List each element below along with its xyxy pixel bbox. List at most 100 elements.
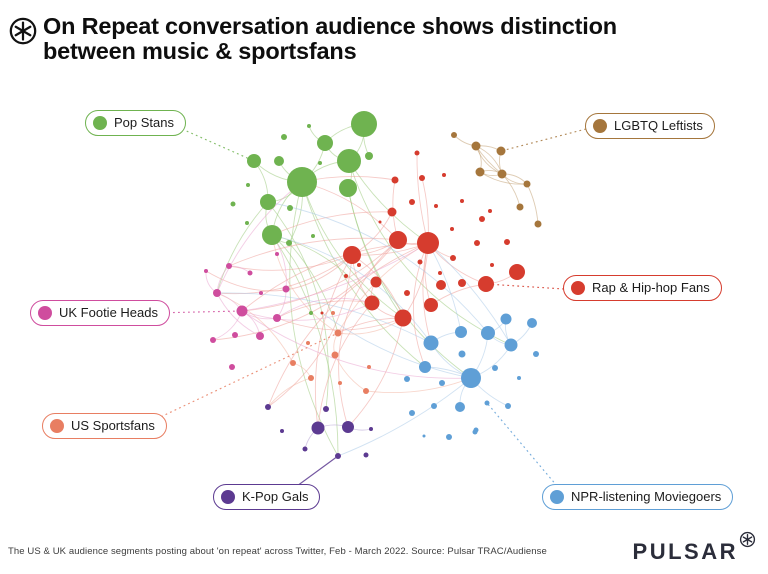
cluster-label-text: US Sportsfans <box>71 418 155 433</box>
network-node-pop <box>307 124 311 128</box>
title-line-2: between music & sportsfans <box>43 38 357 65</box>
network-node-rap <box>357 263 361 267</box>
network-node-rap <box>378 220 382 224</box>
network-node-rap <box>404 290 410 296</box>
network-node-kpop <box>369 427 373 431</box>
network-node-pop <box>365 152 373 160</box>
network-node-rap <box>417 232 439 254</box>
network-node-footie <box>247 270 253 276</box>
network-node-rap <box>387 207 397 217</box>
network-node-us <box>334 329 342 337</box>
network-node-us <box>308 375 314 381</box>
network-node-rap <box>509 264 525 280</box>
network-node-kpop <box>265 404 271 410</box>
network-node-rap <box>394 309 412 327</box>
network-node-lgbtq <box>497 169 507 179</box>
header: On Repeat conversation audience shows di… <box>8 13 617 65</box>
network-node-pop <box>287 205 293 211</box>
network-node-pop <box>286 240 292 246</box>
network-node-footie <box>210 337 216 343</box>
network-node-rap <box>442 173 446 177</box>
network-node-rap <box>364 295 380 311</box>
network-node-kpop <box>342 421 354 433</box>
leader-line-layer <box>151 124 587 487</box>
network-node-pop <box>339 179 357 197</box>
network-node-rap <box>474 240 480 246</box>
network-node-us <box>331 351 339 359</box>
cluster-pill-lgbtq[interactable]: LGBTQ Leftists <box>585 113 715 139</box>
network-node-lgbtq <box>471 141 481 151</box>
network-node-npr <box>533 351 539 357</box>
network-node-kpop <box>335 453 341 459</box>
network-node-pop <box>247 154 261 168</box>
node-layer <box>204 111 542 459</box>
network-node-footie <box>226 263 232 269</box>
cluster-pill-rap[interactable]: Rap & Hip-hop Fans <box>563 275 722 301</box>
network-node-rap <box>409 199 415 205</box>
network-node-rap <box>450 255 456 261</box>
network-node-npr <box>423 335 439 351</box>
cluster-pill-npr[interactable]: NPR-listening Moviegoers <box>542 484 734 510</box>
network-node-npr <box>446 434 452 440</box>
cluster-pill-kpop[interactable]: K-Pop Gals <box>213 484 321 510</box>
network-node-footie <box>232 332 238 338</box>
network-node-us <box>363 388 369 394</box>
network-node-pop <box>351 111 377 137</box>
network-node-pop <box>274 156 284 166</box>
network-node-rap <box>504 239 510 245</box>
network-node-rap <box>343 246 361 264</box>
network-node-footie <box>229 364 235 370</box>
network-node-lgbtq <box>475 167 485 177</box>
network-node-us <box>367 365 371 369</box>
cluster-pill-footie[interactable]: UK Footie Heads <box>30 300 170 326</box>
network-node-rap <box>490 263 494 267</box>
network-node-footie <box>273 314 281 322</box>
network-node-npr <box>461 368 481 388</box>
network-node-npr <box>517 376 521 380</box>
network-node-lgbtq <box>516 203 524 211</box>
network-node-pop <box>309 311 313 315</box>
network-node-npr <box>404 376 410 382</box>
network-node-npr <box>504 338 518 352</box>
cluster-label-text: UK Footie Heads <box>59 305 158 320</box>
network-node-npr <box>409 410 415 416</box>
network-node-footie <box>236 305 248 317</box>
network-node-kpop <box>302 446 308 452</box>
network-node-footie <box>282 285 290 293</box>
cluster-label-text: Pop Stans <box>114 115 174 130</box>
network-node-rap <box>419 175 425 181</box>
network-node-kpop <box>280 429 284 433</box>
network-node-footie <box>204 269 208 273</box>
cluster-pill-us[interactable]: US Sportsfans <box>42 413 167 439</box>
cluster-dot-us <box>50 418 64 433</box>
network-node-npr <box>472 429 478 435</box>
pulsar-wordmark: PULSAR <box>632 539 738 564</box>
network-node-pop <box>230 201 236 207</box>
network-node-pop <box>317 135 333 151</box>
network-node-lgbtq <box>496 146 506 156</box>
cluster-label-text: Rap & Hip-hop Fans <box>592 280 710 295</box>
network-node-rap <box>320 311 324 315</box>
network-node-pop <box>287 167 317 197</box>
network-node-npr <box>455 402 465 412</box>
pulsar-asterisk-icon <box>739 531 756 548</box>
page-title: On Repeat conversation audience shows di… <box>43 13 617 65</box>
network-node-pop <box>246 183 250 187</box>
network-node-kpop <box>363 452 369 458</box>
network-node-us <box>338 381 342 385</box>
network-node-npr <box>492 365 498 371</box>
network-node-pop <box>311 234 315 238</box>
network-node-pop <box>245 221 249 225</box>
cluster-dot-rap <box>571 280 585 295</box>
cluster-label-text: K-Pop Gals <box>242 489 309 504</box>
cluster-dot-kpop <box>221 489 235 504</box>
title-line-1: On Repeat conversation audience shows di… <box>43 13 617 39</box>
cluster-pill-pop[interactable]: Pop Stans <box>85 110 186 136</box>
network-node-lgbtq <box>451 132 457 138</box>
network-node-rap <box>438 271 442 275</box>
network-node-us <box>331 311 335 315</box>
network-node-lgbtq <box>523 180 531 188</box>
network-node-kpop <box>311 421 325 435</box>
